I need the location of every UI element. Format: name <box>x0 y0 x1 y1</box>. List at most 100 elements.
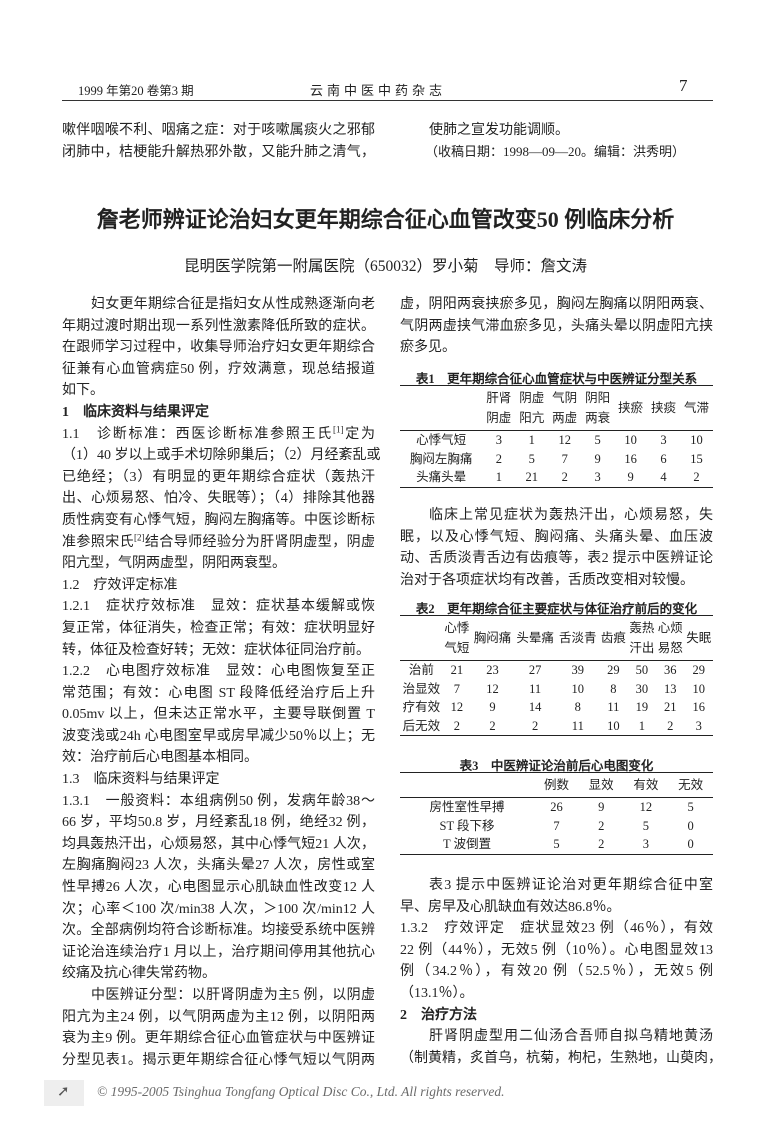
table-cell: 3 <box>594 470 601 484</box>
text-line: 次。全部病例均符合诊断标准。均接受系统中医辨 <box>62 923 375 939</box>
table-row: 疗有效 12 9 14 8 11 19 21 16 <box>400 698 713 717</box>
text-line: 虚，阴阳两衰挟瘀多见，胸闷左胸痛以阴阳两衰、 <box>400 297 713 312</box>
table-row: 胸闷左胸痛 2 5 7 9 16 6 15 <box>400 450 713 469</box>
table-cell: 7 <box>561 451 568 466</box>
text-line: 出、心烦易怒、怕冷、失眠等）；（4）排除其他器 <box>62 491 375 507</box>
row-label: 疗有效 <box>402 700 441 714</box>
row-label: 后无效 <box>402 718 441 733</box>
table-row: 房性室性早搏 26 9 12 5 <box>400 798 713 817</box>
table-cell: 21 <box>664 700 677 714</box>
text-line: 早、房早及心肌缺血有效达86.8％。 <box>400 899 621 915</box>
text-line: （制黄精，炙首乌，杭菊，枸杞，生熟地，山萸肉， <box>400 1050 722 1066</box>
table-cell: 0 <box>687 837 694 851</box>
text-line: 0.05mv 以上，但未达正常水平，主要导联倒置 T <box>62 707 375 723</box>
table-cell: 21 <box>450 663 464 677</box>
text-line: 1.3.1 一般资料：本组病例50 例，发病年龄38～ <box>62 793 375 809</box>
table-cell: 16 <box>692 700 706 714</box>
table-row: T 波倒置 5 2 3 0 <box>400 835 713 854</box>
table-cell: 8 <box>610 681 617 696</box>
right-column-continuation: 虚，阴阳两衰挟瘀多见，胸闷左胸痛以阴阳两衰、 气阴两虚挟气滞血瘀多见，头痛头晕以阴… <box>400 294 713 359</box>
right-column-paragraph: 临床上常见症状为轰热汗出，心烦易怒，失 眠，以及心悸气短、胸闷痛、头痛头晕、血压波… <box>400 505 713 591</box>
text-line: 瘀多见。 <box>400 340 456 356</box>
text-line: 绞痛及抗心律失常药物。 <box>62 966 216 982</box>
table-cell: 2 <box>453 718 461 733</box>
table-cell: 5 <box>642 818 650 833</box>
table-cell: 2 <box>693 470 700 484</box>
table-cell: 8 <box>574 700 581 714</box>
table-cell: 0 <box>687 818 694 833</box>
table-cell: 50 <box>635 663 649 677</box>
journal-name: 云南中医中药杂志 <box>309 83 446 98</box>
copyright-notice: © 1995-2005 Tsinghua Tongfang Optical Di… <box>97 1084 505 1099</box>
column-header: 例数 <box>543 778 569 792</box>
table-cell: 14 <box>528 700 542 714</box>
table-cell: 2 <box>495 451 502 466</box>
text-line: 准参照宋氏[2]结合导师经验分为肝肾阴虚型，阴虚 <box>62 531 376 550</box>
text-line: 阳亢为主24 例，以气阴两虚为主12 例，以阴阳两 <box>62 1009 375 1025</box>
table-cell: 21 <box>525 470 539 484</box>
table-cell: 16 <box>624 451 637 466</box>
column-header: 失眠 <box>686 631 712 645</box>
received-date: （收稿日期：1998—09—20。编辑：洪秀明） <box>424 144 685 159</box>
column-header: 轰热 汗出 <box>629 621 655 655</box>
table-cell: 7 <box>453 681 461 696</box>
table-cell: 2 <box>489 718 496 733</box>
text-line: 妇女更年期综合征是指妇女从性成熟逐渐向老 <box>91 297 375 312</box>
row-label: 治显效 <box>402 681 441 696</box>
table-cell: 10 <box>624 433 637 447</box>
table1-caption: 表1 更年期综合征心血管症状与中医辨证分型关系 <box>415 372 698 386</box>
table-cell: 7 <box>553 818 560 833</box>
prev-article-right: 使肺之宣发功能调顺。 <box>400 120 713 142</box>
table-cell: 3 <box>642 837 650 851</box>
header-rule <box>62 100 713 101</box>
text-line: 1.2.2 心电图疗效标准 显效：心电图恢复至正 <box>62 664 375 680</box>
table-3: 例数 显效 有效 无效 房性室性早搏 26 9 12 5 ST 段下移 7 2 5 0 T 波倒置 5 2 3 0 <box>400 772 713 855</box>
table-cell: 19 <box>635 700 649 714</box>
text-line: 阳亢型，气阴两虚型，阴阳两衰型。 <box>62 556 286 572</box>
column-header: 肝肾 阴虚 <box>486 391 512 425</box>
table-row: ST 段下移 7 2 5 0 <box>400 817 713 836</box>
table-cell: 9 <box>598 800 605 814</box>
table-cell: 9 <box>489 700 496 714</box>
text-line: 分型见表1。揭示更年期综合征心悸气短以气阴两 <box>62 1052 375 1068</box>
right-column-after-tables: 表3 提示中医辨证论治对更年期综合征中室 早、房早及心肌缺血有效达86.8％。 1.… <box>400 875 722 1069</box>
text-line: 气阴两虚挟气滞血瘀多见，头痛头晕以阴虚阳亢挟 <box>400 318 713 334</box>
text-line: 临床上常见症状为轰热汗出，心烦易怒，失 <box>429 508 713 523</box>
table-cell: 12 <box>450 700 464 714</box>
text-line: 嗽伴咽喉不利、咽痛之症：对于咳嗽属痰火之邪郁 <box>62 123 375 138</box>
column-header: 挟瘀 <box>618 401 644 415</box>
table-cell: 3 <box>695 718 702 733</box>
text-line: 肝肾阴虚型用二仙汤合吾师自拟乌精地黄汤 <box>429 1029 713 1045</box>
row-label: 房性室性早搏 <box>429 800 505 814</box>
table-2: 心悸 气短 胸闷痛 头晕痛 舌淡青 齿痕 轰热 汗出 心烦 易怒 失眠 治前 21 23 27 39 29 50 3… <box>400 615 713 736</box>
table-cell: 12 <box>558 433 571 447</box>
table-row: 治显效 7 12 11 10 8 30 13 10 <box>400 680 713 699</box>
text-line: 表3 提示中医辨证论治对更年期综合征中室 <box>429 878 713 893</box>
text-line: 使肺之宣发功能调顺。 <box>429 123 569 138</box>
text-line: 次；心率＜100 次/min38 人次，＞100 次/min12 人 <box>62 901 375 917</box>
text-line: 年期过渡时期出现一系列性激素降低所致的症状。 <box>62 318 375 334</box>
section-heading: 1 临床资料与结果评定 <box>62 404 209 420</box>
text-line: 1.2.1 症状疗效标准 显效：症状基本缓解或恢 <box>62 599 375 615</box>
text-line: 均具轰热汗出，心烦易怒，其中心悸气短21 人次， <box>62 836 375 852</box>
table-cell: 5 <box>594 433 601 447</box>
text-line: 左胸痛胸闷23 人次，头痛头晕27 人次，房性或室 <box>62 858 375 874</box>
table-row: 头痛头晕 1 21 2 3 9 4 2 <box>400 468 713 487</box>
table-1: 肝肾 阴虚 阴虚 阳亢 气阴 两虚 阴阳 两衰 挟瘀 挟痰 气滞 心悸气短 3 1 12 5 10 3 10 胸闷左胸… <box>400 385 713 488</box>
text-line: 波变浅或24h 心电图室早或房早减少50％以上；无 <box>62 728 375 744</box>
text-line: 复正常，体征消失，检查正常；有效：症状明显好 <box>62 620 375 636</box>
table-cell: 29 <box>692 663 706 677</box>
row-label: 头痛头晕 <box>416 470 467 484</box>
table-cell: 9 <box>627 470 634 484</box>
left-column: 妇女更年期综合征是指妇女从性成熟逐渐向老年期过渡时期出现一系列性激素降低所致的症… <box>62 294 381 1071</box>
text-line: 证论治连续治疗1 月以上，治疗期间停用其他抗心 <box>62 944 375 960</box>
table-cell: 6 <box>660 451 667 466</box>
table2-caption: 表2 更年期综合征主要症状与体征治疗前后的变化 <box>415 602 698 616</box>
text-line: 22 例（44％），无效5 例（10％）。心电图显效13 <box>400 942 713 958</box>
table-cell: 3 <box>495 433 502 447</box>
article-title: 詹老师辨证论治妇女更年期综合征心血管改变50 例临床分析 <box>96 207 675 232</box>
table-cell: 1 <box>638 718 645 733</box>
cnki-logo-icon: ➚ <box>44 1080 84 1106</box>
column-header: 无效 <box>678 778 704 792</box>
column-header: 齿痕 <box>600 631 626 645</box>
